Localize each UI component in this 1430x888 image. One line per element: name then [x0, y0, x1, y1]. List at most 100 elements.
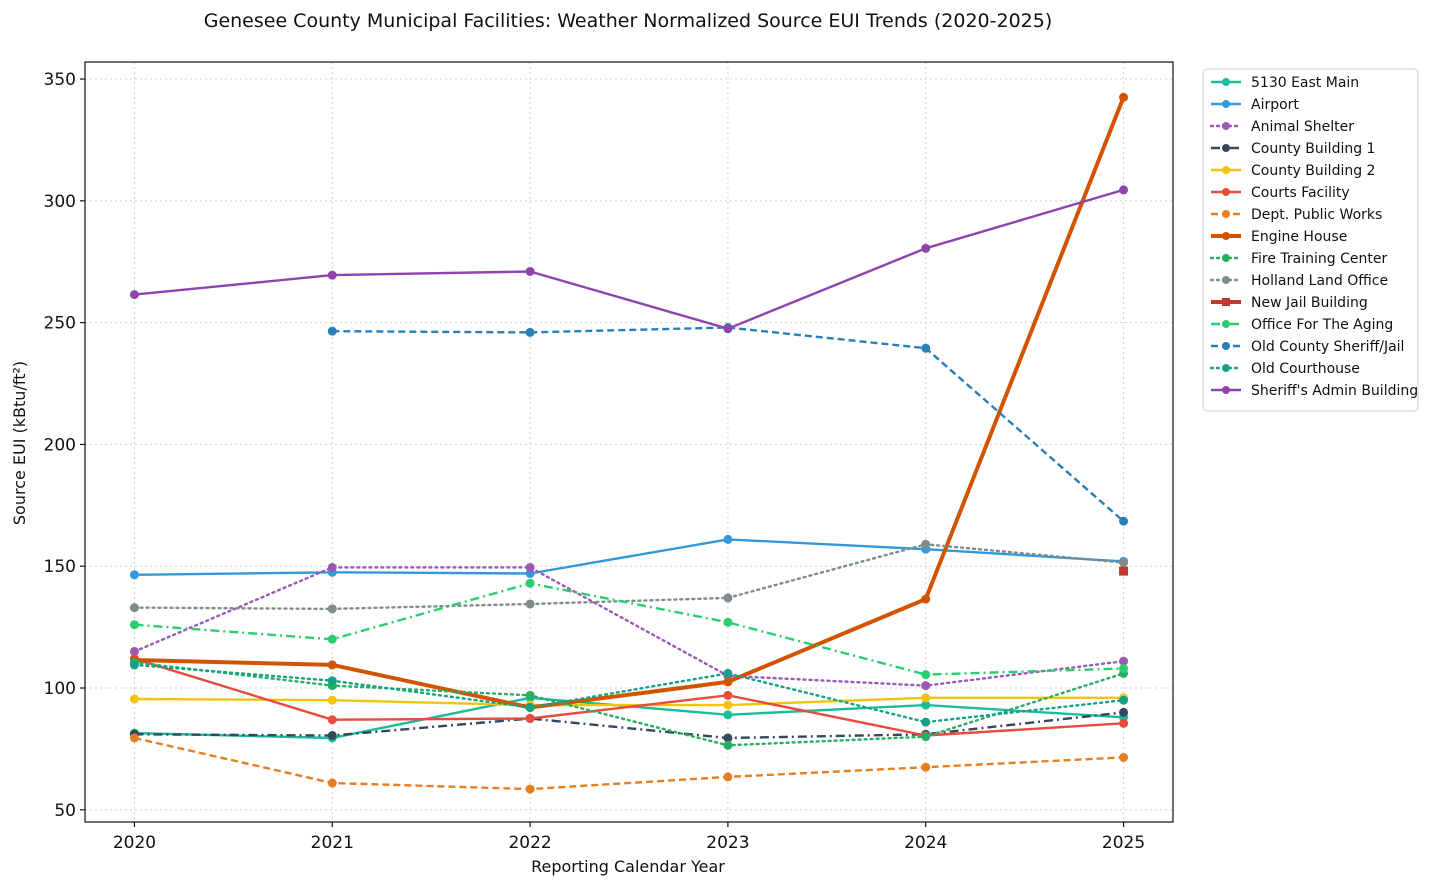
series-line — [134, 582, 1124, 676]
data-point — [1119, 707, 1129, 717]
legend-item-courts-facility: Courts Facility — [1211, 185, 1350, 201]
data-point — [129, 290, 139, 300]
legend-marker — [1222, 276, 1230, 284]
series-sheriff-s-admin-building — [129, 185, 1129, 334]
data-point — [1119, 566, 1129, 576]
legend-label: Engine House — [1251, 229, 1347, 245]
data-point — [921, 681, 931, 691]
data-point — [921, 243, 931, 253]
data-point — [525, 713, 535, 723]
series-animal-shelter — [129, 562, 1129, 691]
data-point — [525, 599, 535, 609]
series-lines — [129, 92, 1129, 794]
y-tick-label: 50 — [54, 801, 76, 821]
data-point — [327, 715, 337, 725]
series-line — [133, 661, 1125, 747]
x-tick-label: 2022 — [508, 833, 551, 853]
legend-label: Old County Sheriff/Jail — [1251, 339, 1404, 355]
data-point — [723, 733, 733, 743]
series-holland-land-office — [129, 539, 1129, 614]
y-axis-label: Source EUI (kBtu/ft²) — [10, 361, 29, 525]
series-line — [133, 543, 1125, 611]
series-engine-house — [129, 92, 1129, 713]
legend-marker — [1222, 232, 1230, 240]
data-point — [129, 646, 139, 656]
legend-label: Sheriff's Admin Building — [1251, 383, 1418, 399]
x-tick-label: 2025 — [1102, 833, 1145, 853]
legend-marker — [1222, 254, 1230, 262]
legend-label: Holland Land Office — [1251, 273, 1388, 289]
series-dept-public-works — [129, 733, 1129, 794]
data-point — [525, 562, 535, 572]
data-point — [921, 539, 931, 549]
legend-item-dept-public-works: Dept. Public Works — [1211, 207, 1382, 223]
data-point — [525, 578, 535, 588]
legend-label: Dept. Public Works — [1251, 207, 1382, 223]
legend-label: County Building 2 — [1251, 163, 1375, 179]
legend-marker — [1222, 342, 1230, 350]
data-point — [921, 732, 931, 742]
legend-item-animal-shelter: Animal Shelter — [1209, 119, 1354, 135]
data-point — [327, 731, 337, 741]
data-point — [129, 603, 139, 613]
legend: 5130 East Main Airport Animal Shelter Count… — [1202, 68, 1419, 412]
series-new-jail-building — [1119, 566, 1129, 576]
series-office-for-the-aging — [129, 578, 1129, 680]
legend-item-new-jail-building: New Jail Building — [1211, 295, 1368, 311]
legend-marker — [1222, 364, 1230, 372]
data-point — [723, 677, 733, 687]
series-old-courthouse — [129, 660, 1129, 727]
data-point — [327, 676, 337, 686]
legend-label: Fire Training Center — [1251, 251, 1387, 267]
x-tick-label: 2021 — [311, 833, 354, 853]
data-point — [921, 594, 931, 604]
legend-box — [1202, 68, 1419, 412]
data-point — [129, 570, 139, 580]
legend-item-county-building-2: County Building 2 — [1211, 163, 1375, 179]
y-tick-label: 300 — [44, 192, 76, 212]
data-point — [129, 694, 139, 704]
data-point — [327, 695, 337, 705]
data-point — [723, 668, 733, 678]
y-tick-label: 350 — [44, 70, 76, 90]
gridlines — [85, 62, 1173, 822]
legend-item-old-courthouse: Old Courthouse — [1209, 361, 1360, 377]
legend-marker — [1222, 386, 1230, 394]
legend-item-fire-training-center: Fire Training Center — [1209, 251, 1387, 267]
data-point — [327, 660, 337, 670]
data-point — [129, 620, 139, 630]
y-tick-label: 200 — [44, 435, 76, 455]
legend-marker — [1222, 298, 1230, 306]
data-point — [723, 772, 733, 782]
chart-title: Genesee County Municipal Facilities: Wea… — [204, 10, 1053, 32]
data-point — [723, 690, 733, 700]
data-point — [327, 562, 337, 572]
legend-item-5130-east-main: 5130 East Main — [1211, 75, 1359, 91]
data-point — [1119, 656, 1129, 666]
legend-marker — [1222, 100, 1230, 108]
axes: 2020 2021 2022 2023 2024 2025 50 100 150 200 250 30… — [44, 70, 1146, 853]
series-line — [133, 663, 1125, 724]
legend-label: Airport — [1251, 97, 1299, 113]
legend-label: County Building 1 — [1251, 141, 1375, 157]
data-point — [723, 534, 733, 544]
legend-marker — [1222, 144, 1230, 152]
legend-marker — [1222, 166, 1230, 174]
data-point — [1119, 558, 1129, 568]
data-point — [1119, 664, 1129, 674]
data-point — [1119, 516, 1129, 526]
data-point — [327, 778, 337, 788]
y-tick-label: 150 — [44, 557, 76, 577]
legend-marker — [1222, 188, 1230, 196]
y-tick-label: 100 — [44, 679, 76, 699]
legend-item-county-building-1: County Building 1 — [1211, 141, 1375, 157]
data-point — [723, 593, 733, 603]
data-point — [723, 700, 733, 710]
data-point — [327, 604, 337, 614]
data-point — [1119, 92, 1129, 102]
data-point — [723, 617, 733, 627]
legend-marker — [1222, 320, 1230, 328]
legend-label: Courts Facility — [1251, 185, 1350, 201]
